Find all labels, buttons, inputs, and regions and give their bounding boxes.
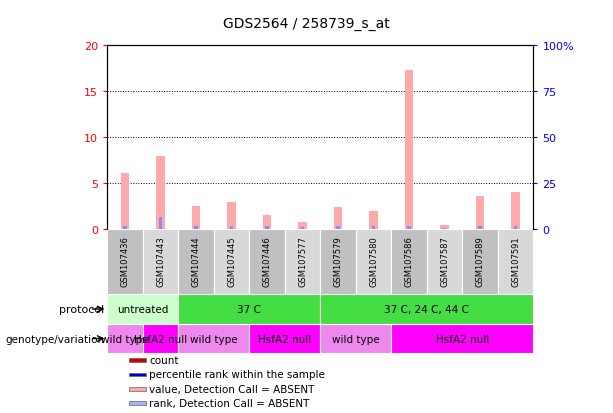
Text: untreated: untreated — [117, 304, 169, 314]
Bar — [143, 230, 178, 294]
Text: GSM107587: GSM107587 — [440, 235, 449, 286]
Bar — [129, 387, 147, 391]
Bar — [333, 208, 343, 230]
Bar — [178, 230, 214, 294]
Text: GSM107579: GSM107579 — [333, 235, 343, 286]
Text: GSM107436: GSM107436 — [121, 235, 129, 286]
Text: GSM107586: GSM107586 — [405, 235, 414, 286]
Text: GSM107577: GSM107577 — [298, 235, 307, 286]
Bar — [356, 230, 391, 294]
Bar — [156, 157, 165, 230]
Bar — [265, 226, 269, 230]
Bar — [129, 401, 147, 405]
Text: 37 C: 37 C — [237, 304, 261, 314]
Bar — [121, 173, 129, 230]
Text: protocol: protocol — [59, 304, 104, 314]
Text: percentile rank within the sample: percentile rank within the sample — [150, 370, 326, 380]
Bar — [285, 230, 321, 294]
Bar — [107, 230, 143, 294]
Bar — [321, 230, 356, 294]
Text: GSM107589: GSM107589 — [476, 235, 484, 286]
Bar — [262, 215, 272, 230]
Bar — [371, 226, 375, 230]
Text: HsfA2 null: HsfA2 null — [134, 334, 187, 344]
Bar — [405, 71, 414, 230]
Bar — [178, 294, 321, 324]
Bar — [194, 226, 198, 230]
Bar — [143, 324, 178, 354]
Text: wild type: wild type — [190, 334, 238, 344]
Bar — [514, 226, 517, 230]
Text: GSM107445: GSM107445 — [227, 236, 236, 286]
Bar — [427, 230, 462, 294]
Text: GSM107444: GSM107444 — [191, 236, 200, 286]
Bar — [337, 226, 340, 230]
Text: genotype/variation: genotype/variation — [5, 334, 104, 344]
Bar — [298, 223, 307, 230]
Bar — [192, 207, 200, 230]
Text: wild type: wild type — [101, 334, 149, 344]
Bar — [230, 226, 234, 230]
Bar — [407, 226, 411, 230]
Bar — [129, 358, 147, 362]
Bar — [443, 228, 446, 230]
Text: count: count — [150, 355, 179, 365]
Text: rank, Detection Call = ABSENT: rank, Detection Call = ABSENT — [150, 399, 310, 408]
Bar — [107, 294, 178, 324]
Bar — [498, 230, 533, 294]
Text: HsfA2 null: HsfA2 null — [258, 334, 311, 344]
Bar — [178, 324, 249, 354]
Bar — [249, 230, 285, 294]
Bar — [107, 324, 143, 354]
Bar — [159, 218, 162, 230]
Bar — [511, 193, 520, 230]
Bar — [249, 324, 321, 354]
Text: GSM107591: GSM107591 — [511, 236, 520, 286]
Bar — [440, 225, 449, 230]
Bar — [369, 211, 378, 230]
Text: HsfA2 null: HsfA2 null — [436, 334, 489, 344]
Text: GSM107446: GSM107446 — [262, 235, 272, 286]
Bar — [462, 230, 498, 294]
Bar — [478, 226, 482, 230]
Bar — [227, 202, 236, 230]
Bar — [321, 324, 391, 354]
Text: wild type: wild type — [332, 334, 379, 344]
Bar — [321, 294, 533, 324]
Text: GSM107443: GSM107443 — [156, 235, 165, 286]
Bar — [301, 227, 304, 230]
Text: 37 C, 24 C, 44 C: 37 C, 24 C, 44 C — [384, 304, 469, 314]
Text: GSM107580: GSM107580 — [369, 235, 378, 286]
Bar — [476, 197, 484, 230]
Bar — [391, 324, 533, 354]
Text: GDS2564 / 258739_s_at: GDS2564 / 258739_s_at — [223, 17, 390, 31]
Text: value, Detection Call = ABSENT: value, Detection Call = ABSENT — [150, 384, 315, 394]
Bar — [391, 230, 427, 294]
Bar — [123, 226, 127, 230]
Bar — [214, 230, 249, 294]
Bar — [129, 373, 147, 377]
